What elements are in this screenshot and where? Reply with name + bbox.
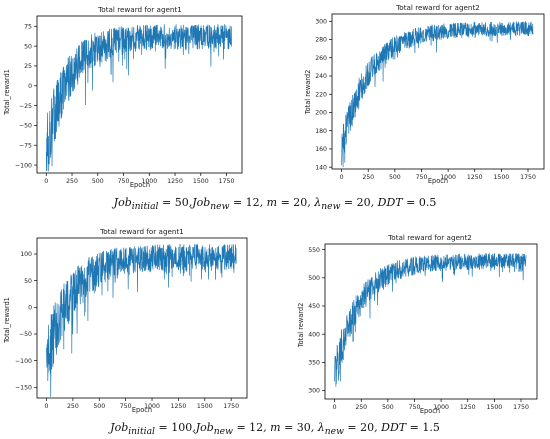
y-tick-label: 0: [28, 305, 32, 312]
y-tick-label: 50: [24, 43, 32, 50]
y-tick-label: 350: [308, 360, 320, 367]
plot-frame: [324, 243, 538, 400]
x-tick-label: 0: [340, 174, 344, 181]
y-tick-label: 140: [315, 164, 327, 171]
chart-agent2-top: Total reward for agent2 Epoch Total rewa…: [304, 3, 545, 185]
x-tick-label: 250: [67, 403, 79, 410]
y-tick-label: 300: [308, 388, 320, 395]
x-tick-label: 750: [118, 178, 130, 185]
x-tick-label: 1750: [223, 403, 239, 410]
x-tick-label: 1750: [520, 174, 536, 181]
x-tick-label: 0: [333, 404, 337, 411]
x-tick-label: 0: [44, 178, 48, 185]
x-tick-label: 1750: [513, 404, 529, 411]
y-tick-label: 550: [308, 247, 320, 254]
y-tick-label: 260: [315, 55, 327, 62]
x-tick-label: 1500: [193, 178, 209, 185]
x-tick-label: 1000: [144, 403, 160, 410]
y-tick-label: 200: [315, 110, 327, 117]
x-tick-label: 750: [409, 404, 421, 411]
y-tick-label: 400: [308, 331, 320, 338]
x-tick-label: 1000: [440, 174, 456, 181]
x-axis-label: Epoch: [428, 177, 448, 185]
y-tick-label: 220: [315, 91, 327, 98]
x-tick-label: 500: [93, 403, 105, 410]
y-tick-label: −100: [15, 162, 32, 169]
plot-frame: [36, 15, 243, 174]
x-tick-label: 500: [382, 404, 394, 411]
caption-bottom: Jobinitial = 100,Jobnew = 12, m = 30, λn…: [110, 421, 440, 438]
y-tick-label: 180: [315, 128, 327, 135]
x-tick-label: 750: [120, 403, 132, 410]
x-tick-label: 1500: [494, 174, 510, 181]
y-tick-label: 240: [315, 73, 327, 80]
y-tick-label: 50: [24, 278, 32, 285]
x-tick-label: 1250: [171, 403, 187, 410]
y-tick-label: 300: [315, 18, 327, 25]
y-tick-label: 25: [24, 63, 32, 70]
x-axis-label: Epoch: [420, 407, 440, 415]
y-tick-label: 500: [308, 275, 320, 282]
y-axis-label: Total reward2: [304, 70, 312, 116]
chart-agent2-bottom: Total reward for agent2 Epoch Total rewa…: [297, 233, 538, 415]
x-tick-label: 500: [92, 178, 104, 185]
x-axis-label: Epoch: [130, 181, 150, 189]
chart-agent1-bottom: Total reward for agent1 Epoch Total_rewa…: [3, 227, 248, 414]
plot-frame: [36, 237, 248, 399]
series-line: [45, 24, 232, 172]
y-axis-label: Total reward2: [297, 303, 305, 349]
x-tick-label: 1500: [487, 404, 503, 411]
x-tick-label: 1250: [167, 178, 183, 185]
y-tick-label: 100: [20, 251, 32, 258]
series-line: [334, 253, 527, 387]
y-axis-label: Total_reward1: [3, 69, 11, 116]
x-axis-label: Epoch: [132, 406, 152, 414]
chart-title: Total reward for agent2: [387, 233, 472, 242]
x-tick-label: 750: [416, 174, 428, 181]
x-tick-label: 1500: [197, 403, 213, 410]
y-tick-label: −100: [15, 358, 32, 365]
x-tick-label: 1750: [219, 178, 235, 185]
plot-frame: [331, 13, 545, 170]
x-tick-label: 250: [362, 174, 374, 181]
caption-top: Jobinitial = 50,Jobnew = 12, m = 20, λne…: [113, 196, 437, 213]
chart-agent1-top: Total reward for agent1 Epoch Total_rewa…: [3, 5, 243, 189]
y-tick-label: −50: [19, 123, 32, 130]
x-tick-label: 500: [389, 174, 401, 181]
x-tick-label: 0: [45, 403, 49, 410]
x-tick-label: 1250: [467, 174, 483, 181]
x-tick-label: 250: [355, 404, 367, 411]
x-tick-label: 1250: [460, 404, 476, 411]
y-tick-label: −25: [19, 103, 32, 110]
y-tick-label: 0: [28, 83, 32, 90]
chart-title: Total reward for agent1: [99, 227, 184, 236]
series-line: [46, 243, 237, 397]
chart-title: Total reward for agent2: [395, 3, 480, 12]
y-tick-label: 450: [308, 303, 320, 310]
y-tick-label: 75: [24, 24, 32, 31]
y-tick-label: 160: [315, 146, 327, 153]
chart-title: Total reward for agent1: [97, 5, 182, 14]
y-tick-label: −150: [15, 385, 32, 392]
y-tick-label: 280: [315, 37, 327, 44]
series-line: [341, 20, 534, 168]
y-axis-label: Total_reward1: [3, 297, 11, 344]
y-tick-label: −75: [19, 142, 32, 149]
x-tick-label: 1000: [433, 404, 449, 411]
x-tick-label: 250: [66, 178, 78, 185]
x-tick-label: 1000: [141, 178, 157, 185]
y-tick-label: −50: [19, 331, 32, 338]
